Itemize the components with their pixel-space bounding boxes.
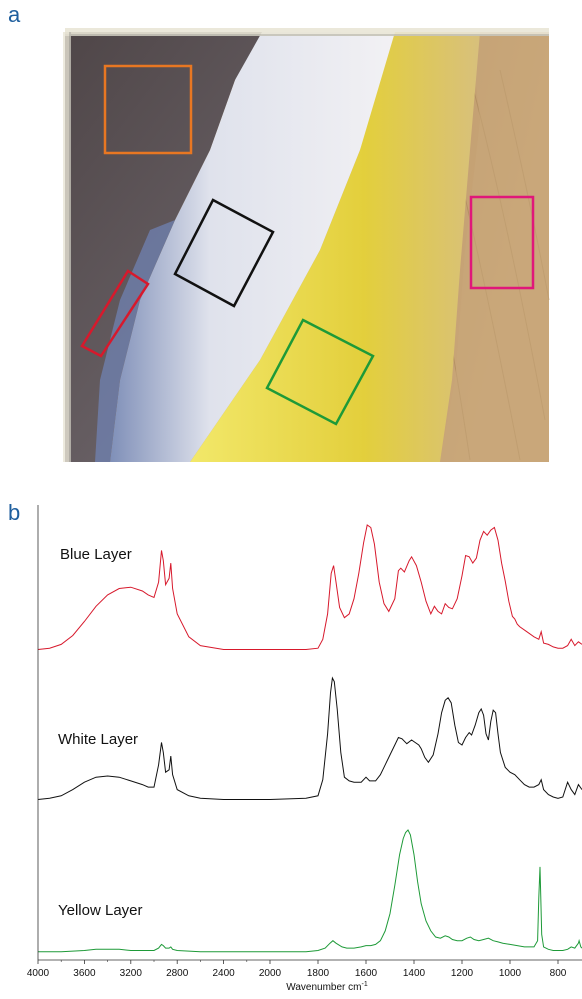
x-tick-label: 800 [550, 968, 567, 979]
micrograph-image [63, 28, 550, 462]
dark-substrate-region [103, 64, 193, 155]
x-tick-label: 1200 [451, 968, 474, 979]
panel-label-b: b [8, 500, 21, 525]
x-tick-label: 1800 [307, 968, 330, 979]
ruler-left [63, 32, 71, 462]
x-tick-label: 2000 [259, 968, 282, 979]
spectrum-line-blue-layer [37, 524, 582, 650]
ruler-top [65, 28, 549, 36]
panel-label-a: a [8, 2, 21, 27]
x-tick-label: 2400 [212, 968, 235, 979]
x-tick-label: 3200 [120, 968, 143, 979]
blue-layer-region [80, 269, 150, 358]
spectrum-line-white-layer [37, 676, 582, 800]
series-label-yellow: Yellow Layer [58, 902, 143, 919]
series-label-blue: Blue Layer [60, 546, 132, 563]
x-tick-label: 3600 [73, 968, 96, 979]
yellow-layer-region [265, 318, 375, 426]
x-tick-label: 1400 [403, 968, 426, 979]
x-tick-label: 1600 [355, 968, 378, 979]
x-tick-label: 1000 [499, 968, 522, 979]
white-layer-region [173, 198, 275, 308]
spectrum-line-yellow-layer [38, 829, 582, 953]
x-tick-label: 4000 [27, 968, 50, 979]
x-axis-title: Wavenumber cm-1 [286, 981, 368, 993]
cross-section-micrograph [63, 28, 550, 462]
wood-region [469, 195, 535, 290]
series-label-white: White Layer [58, 731, 138, 748]
x-tick-label: 2800 [166, 968, 189, 979]
